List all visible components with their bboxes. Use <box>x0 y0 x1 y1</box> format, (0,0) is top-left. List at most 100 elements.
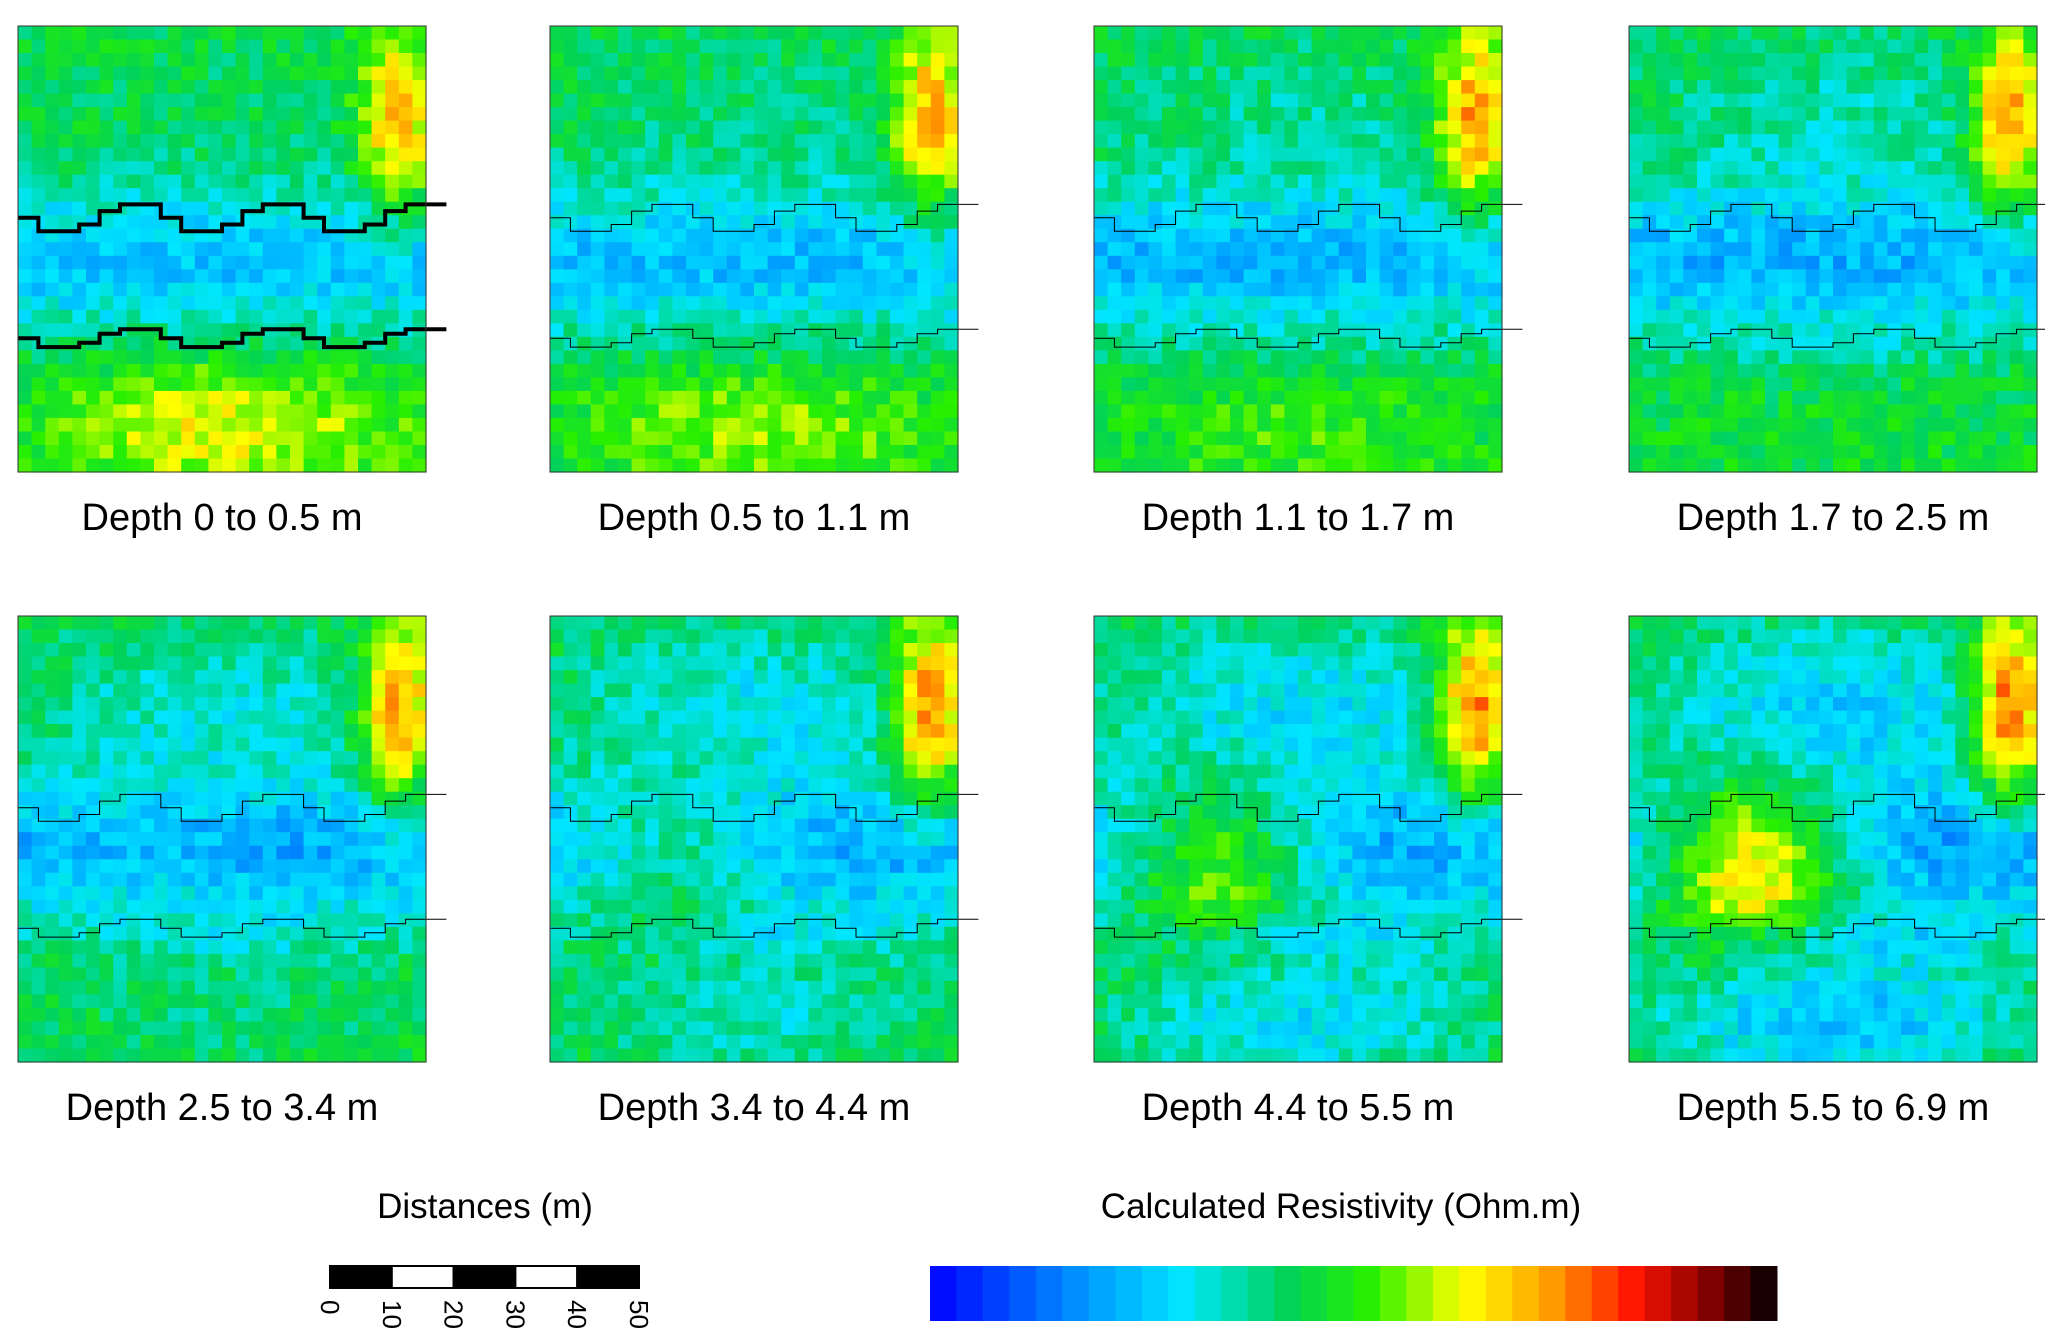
map-cell <box>658 39 673 54</box>
map-cell <box>1792 120 1807 135</box>
map-cell <box>208 215 223 230</box>
map-cell <box>740 363 755 378</box>
map-cell <box>222 161 237 176</box>
map-cell <box>1642 161 1657 176</box>
map-cell <box>631 431 646 446</box>
map-cell <box>740 336 755 351</box>
map-cell <box>1751 458 1766 473</box>
map-cell <box>249 53 264 68</box>
map-cell <box>1737 242 1752 257</box>
map-cell <box>249 629 264 644</box>
map-cell <box>1488 417 1503 432</box>
map-cell <box>2023 445 2038 460</box>
map-cell <box>618 323 633 338</box>
map-cell <box>1162 269 1177 284</box>
map-cell <box>686 255 701 270</box>
map-cell <box>1724 147 1739 162</box>
map-cell <box>1393 350 1408 365</box>
map-cell <box>86 228 101 243</box>
map-cell <box>1819 188 1834 203</box>
map-cell <box>1270 174 1285 189</box>
map-cell <box>31 872 46 887</box>
map-cell <box>740 188 755 203</box>
map-cell <box>344 940 359 955</box>
map-cell <box>181 174 196 189</box>
map-cell <box>222 296 237 311</box>
map-cell <box>767 242 782 257</box>
map-cell <box>1270 26 1285 41</box>
map-cell <box>658 377 673 392</box>
map-cell <box>794 431 809 446</box>
map-cell <box>835 242 850 257</box>
map-cell <box>699 215 714 230</box>
map-cell <box>849 350 864 365</box>
map-cell <box>99 913 114 928</box>
map-cell <box>2009 458 2024 473</box>
map-cell <box>1724 417 1739 432</box>
map-cell <box>1406 255 1421 270</box>
map-cell <box>290 764 305 779</box>
map-cell <box>686 336 701 351</box>
map-cell <box>45 629 60 644</box>
map-cell <box>1805 377 1820 392</box>
map-cell <box>1284 445 1299 460</box>
map-cell <box>1941 93 1956 108</box>
map-cell <box>99 147 114 162</box>
map-cell <box>740 201 755 216</box>
map-cell <box>781 309 796 324</box>
map-cell <box>658 323 673 338</box>
map-cell <box>1162 174 1177 189</box>
map-cell <box>1642 417 1657 432</box>
map-cell <box>1325 282 1340 297</box>
map-cell <box>1420 188 1435 203</box>
map-cell <box>1461 296 1476 311</box>
map-cell <box>1406 66 1421 81</box>
map-cell <box>1420 134 1435 149</box>
map-cell <box>1134 269 1149 284</box>
map-cell <box>412 93 427 108</box>
map-cell <box>1697 53 1712 68</box>
map-cell <box>550 832 565 847</box>
map-cell <box>194 66 209 81</box>
map-cell <box>113 309 128 324</box>
map-cell <box>181 390 196 405</box>
map-cell <box>1325 93 1340 108</box>
map-cell <box>699 242 714 257</box>
map-cell <box>550 458 565 473</box>
map-cell <box>262 390 277 405</box>
map-cell <box>262 953 277 968</box>
map-cell <box>1474 309 1489 324</box>
map-cell <box>290 377 305 392</box>
map-cell <box>1969 174 1984 189</box>
map-cell <box>31 1021 46 1036</box>
map-cell <box>1366 255 1381 270</box>
map-cell <box>1901 363 1916 378</box>
map-cell <box>754 107 769 122</box>
map-cell <box>1406 228 1421 243</box>
map-cell <box>876 161 891 176</box>
map-cell <box>1737 188 1752 203</box>
map-cell <box>1094 296 1109 311</box>
map-cell <box>645 39 660 54</box>
map-cell <box>1311 201 1326 216</box>
map-cell <box>1121 80 1136 95</box>
map-cell <box>1819 66 1834 81</box>
map-cell <box>1298 282 1313 297</box>
map-cell <box>154 859 169 874</box>
map-cell <box>72 201 87 216</box>
map-cell <box>58 886 73 901</box>
map-cell <box>358 53 373 68</box>
map-cell <box>167 710 182 725</box>
map-cell <box>1474 174 1489 189</box>
map-cell <box>672 255 687 270</box>
map-cell <box>1901 161 1916 176</box>
map-cell <box>317 656 332 671</box>
map-cell <box>1134 445 1149 460</box>
map-cell <box>208 458 223 473</box>
map-cell <box>303 764 318 779</box>
map-cell <box>1488 363 1503 378</box>
map-cell <box>550 53 565 68</box>
map-cell <box>713 215 728 230</box>
map-cell <box>563 228 578 243</box>
map-cell <box>563 296 578 311</box>
